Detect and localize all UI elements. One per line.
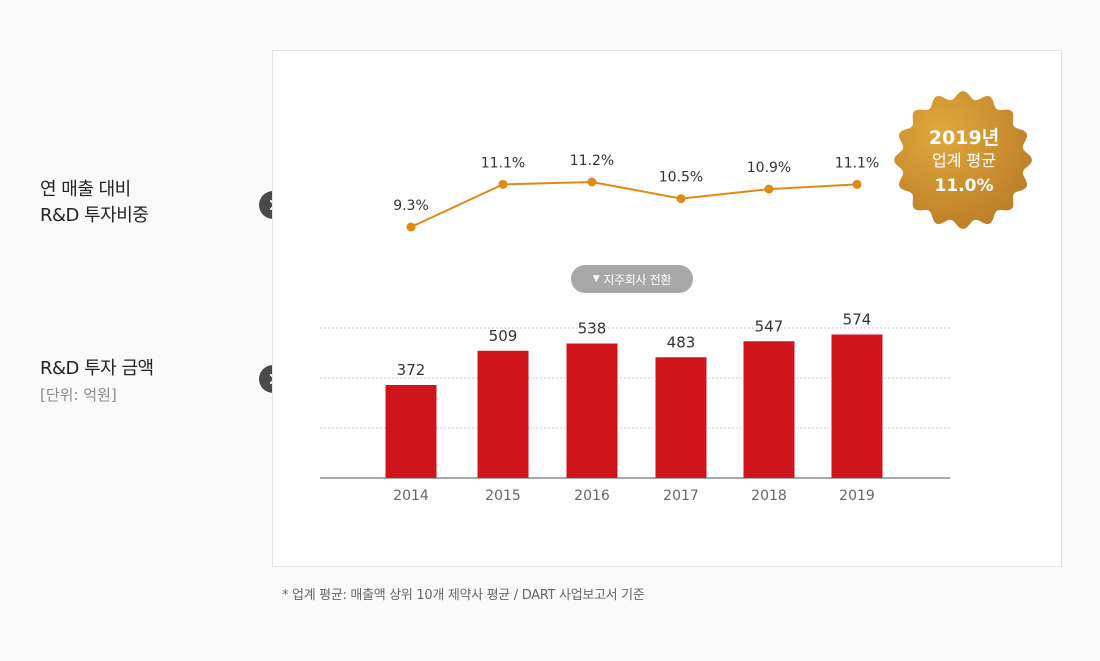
line-point-2016 [587,177,597,187]
bar-2014 [385,385,437,478]
bar-value-label: 574 [843,311,872,329]
bar-series: 372 509 538 483 547 574 [385,311,883,478]
bar-2018 [743,341,795,478]
ratio-label-line2: R&D 투자비중 [40,205,149,226]
line-value-label: 11.1% [481,155,525,171]
bar-axis: 2014 2015 2016 2017 2018 2019 [320,477,950,504]
line-point-2014 [406,222,416,232]
badge-value: 11.0% [935,176,994,196]
line-point-2017 [676,194,686,204]
bar-2016 [566,343,618,478]
line-point-2018 [764,184,774,194]
x-tick-label: 2015 [485,488,521,504]
bar-2017 [655,357,707,478]
ratio-line [410,180,858,228]
bar-2019 [831,334,883,478]
bar-2015 [477,350,529,478]
amount-label-unit: [단위: 억원] [40,386,117,404]
amount-label: R&D 투자 금액 [단위: 억원] [40,356,154,405]
footnote: * 업계 평균: 매출액 상위 10개 제약사 평균 / DART 사업보고서 … [282,588,645,603]
ratio-label: 연 매출 대비 R&D 투자비중 [40,177,149,229]
x-tick-label: 2018 [751,488,787,504]
badge-seal-shape [894,91,1032,229]
bar-value-label: 547 [755,317,784,335]
line-value-label: 9.3% [393,198,429,214]
holding-company-toggle-button[interactable]: ▼ 지주회사 전환 [571,265,693,293]
badge-label: 업계 평균 [932,151,996,170]
bar-value-label: 538 [578,320,607,338]
ratio-label-line1: 연 매출 대비 [40,179,131,200]
bar-value-label: 483 [667,333,696,351]
line-value-label: 10.5% [659,170,703,186]
x-tick-label: 2019 [839,488,875,504]
line-value-label: 10.9% [747,160,791,176]
line-point-2019 [852,179,862,189]
triangle-down-icon: ▼ [592,274,600,284]
toggle-label: 지주회사 전환 [603,272,672,287]
badge-year: 2019년 [929,127,999,149]
line-point-2015 [498,179,508,189]
line-value-label: 11.2% [570,153,614,169]
line-value-label: 11.1% [835,155,879,171]
industry-average-badge: 2019년 업계 평균 11.0% [894,91,1032,229]
x-tick-label: 2014 [393,488,429,504]
line-series: 9.3% 11.1% 11.2% 10.5% 10.9% 11.1% [393,153,879,232]
bar-value-label: 372 [397,361,426,379]
x-tick-label: 2017 [663,488,699,504]
bar-value-label: 509 [489,327,518,345]
x-tick-label: 2016 [574,488,610,504]
amount-label-title: R&D 투자 금액 [40,358,154,379]
